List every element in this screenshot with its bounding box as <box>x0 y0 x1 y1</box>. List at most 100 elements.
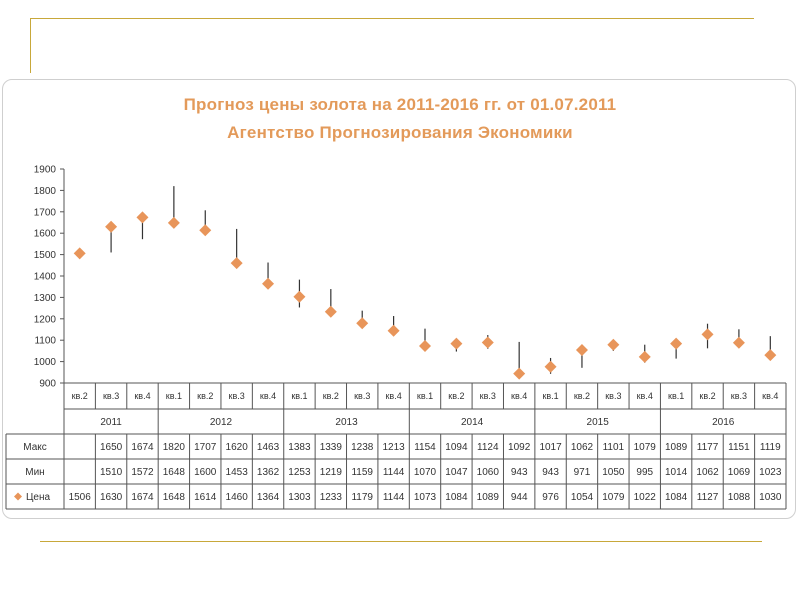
table-cell: 1124 <box>477 442 499 453</box>
x-tick-label: кв.1 <box>166 391 182 401</box>
table-cell: 1094 <box>445 442 468 453</box>
table-cell: 995 <box>636 467 653 478</box>
table-cell: 943 <box>542 467 559 478</box>
table-cell: 943 <box>511 467 528 478</box>
x-tick-label: кв.4 <box>385 391 401 401</box>
y-tick-label: 1300 <box>34 293 57 304</box>
table-cell: 1054 <box>571 492 594 503</box>
y-tick-label: 1600 <box>34 229 57 240</box>
x-tick-label: кв.1 <box>542 391 558 401</box>
x-tick-label: кв.1 <box>291 391 307 401</box>
price-point <box>262 277 275 290</box>
price-point <box>607 338 620 351</box>
table-cell: 1600 <box>194 467 217 478</box>
series-label: Мин <box>25 467 44 478</box>
table-cell: 1177 <box>697 442 719 453</box>
price-point <box>513 367 526 380</box>
table-cell: 1060 <box>477 467 500 478</box>
table-cell: 1144 <box>383 467 405 478</box>
table-cell: 1820 <box>163 442 186 453</box>
year-label: 2013 <box>335 417 358 428</box>
table-cell: 1460 <box>226 492 249 503</box>
table-cell: 1069 <box>728 467 751 478</box>
table-cell: 1159 <box>351 467 373 478</box>
x-tick-label: кв.3 <box>731 391 747 401</box>
x-tick-label: кв.4 <box>762 391 778 401</box>
table-cell: 971 <box>574 467 591 478</box>
table-cell: 944 <box>511 492 528 503</box>
table-cell: 1030 <box>759 492 782 503</box>
table-cell: 1101 <box>603 442 625 453</box>
price-point <box>105 220 118 233</box>
x-tick-label: кв.3 <box>103 391 119 401</box>
price-point <box>481 336 494 349</box>
y-tick-label: 1200 <box>34 314 57 325</box>
table-cell: 1092 <box>508 442 531 453</box>
table-cell: 1084 <box>445 492 468 503</box>
table-cell: 1707 <box>194 442 217 453</box>
x-tick-label: кв.4 <box>637 391 653 401</box>
x-tick-label: кв.1 <box>668 391 684 401</box>
table-cell: 1648 <box>163 492 186 503</box>
table-cell: 1079 <box>602 492 625 503</box>
x-tick-label: кв.2 <box>323 391 339 401</box>
x-tick-label: кв.2 <box>197 391 213 401</box>
price-point <box>450 337 463 350</box>
chart-subtitle: Агентство Прогнозирования Экономики <box>227 123 573 142</box>
table-cell: 1364 <box>257 492 280 503</box>
year-label: 2015 <box>587 417 610 428</box>
chart-panel <box>2 79 796 519</box>
y-tick-label: 1100 <box>34 336 56 347</box>
table-cell: 1050 <box>602 467 625 478</box>
table-cell: 1084 <box>665 492 688 503</box>
year-label: 2014 <box>461 417 484 428</box>
price-point <box>419 339 431 352</box>
table-cell: 1154 <box>414 442 436 453</box>
table-cell: 1062 <box>571 442 594 453</box>
price-point <box>199 224 212 237</box>
left-decorative-rule <box>30 18 31 73</box>
table-cell: 1017 <box>539 442 562 453</box>
year-label: 2012 <box>210 417 233 428</box>
table-cell: 1023 <box>759 467 782 478</box>
y-tick-label: 1900 <box>34 165 57 176</box>
table-cell: 1614 <box>194 492 217 503</box>
table-cell: 1119 <box>760 442 781 453</box>
year-label: 2011 <box>100 417 122 428</box>
y-tick-label: 1400 <box>34 272 57 283</box>
table-cell: 1079 <box>634 442 657 453</box>
table-cell: 1089 <box>665 442 688 453</box>
table-cell: 1383 <box>288 442 311 453</box>
table-cell: 1648 <box>163 467 186 478</box>
table-cell: 1572 <box>131 467 154 478</box>
x-tick-label: кв.2 <box>574 391 590 401</box>
y-tick-label: 1800 <box>34 186 57 197</box>
x-tick-label: кв.2 <box>448 391 464 401</box>
table-cell: 1062 <box>696 467 719 478</box>
table-cell: 1233 <box>320 492 343 503</box>
price-point <box>167 216 180 229</box>
table-cell: 1151 <box>728 442 750 453</box>
table-cell: 1303 <box>288 492 311 503</box>
table-cell: 1362 <box>257 467 280 478</box>
y-tick-label: 1500 <box>34 250 57 261</box>
y-tick-label: 900 <box>39 379 56 390</box>
table-cell: 1453 <box>226 467 249 478</box>
table-cell: 1127 <box>697 492 719 503</box>
price-point <box>73 247 86 260</box>
table-cell: 1179 <box>351 492 373 503</box>
price-point <box>293 290 306 303</box>
x-tick-label: кв.3 <box>480 391 496 401</box>
price-point <box>356 317 369 330</box>
x-tick-label: кв.1 <box>417 391 433 401</box>
table-cell: 1088 <box>728 492 751 503</box>
price-point <box>324 305 337 318</box>
table-cell: 1620 <box>226 442 249 453</box>
table-cell: 1238 <box>351 442 374 453</box>
price-point <box>732 336 745 349</box>
y-tick-label: 1700 <box>34 207 57 218</box>
year-label: 2016 <box>712 417 735 428</box>
table-cell: 1070 <box>414 467 437 478</box>
table-cell: 1014 <box>665 467 688 478</box>
table-cell: 1674 <box>131 492 154 503</box>
